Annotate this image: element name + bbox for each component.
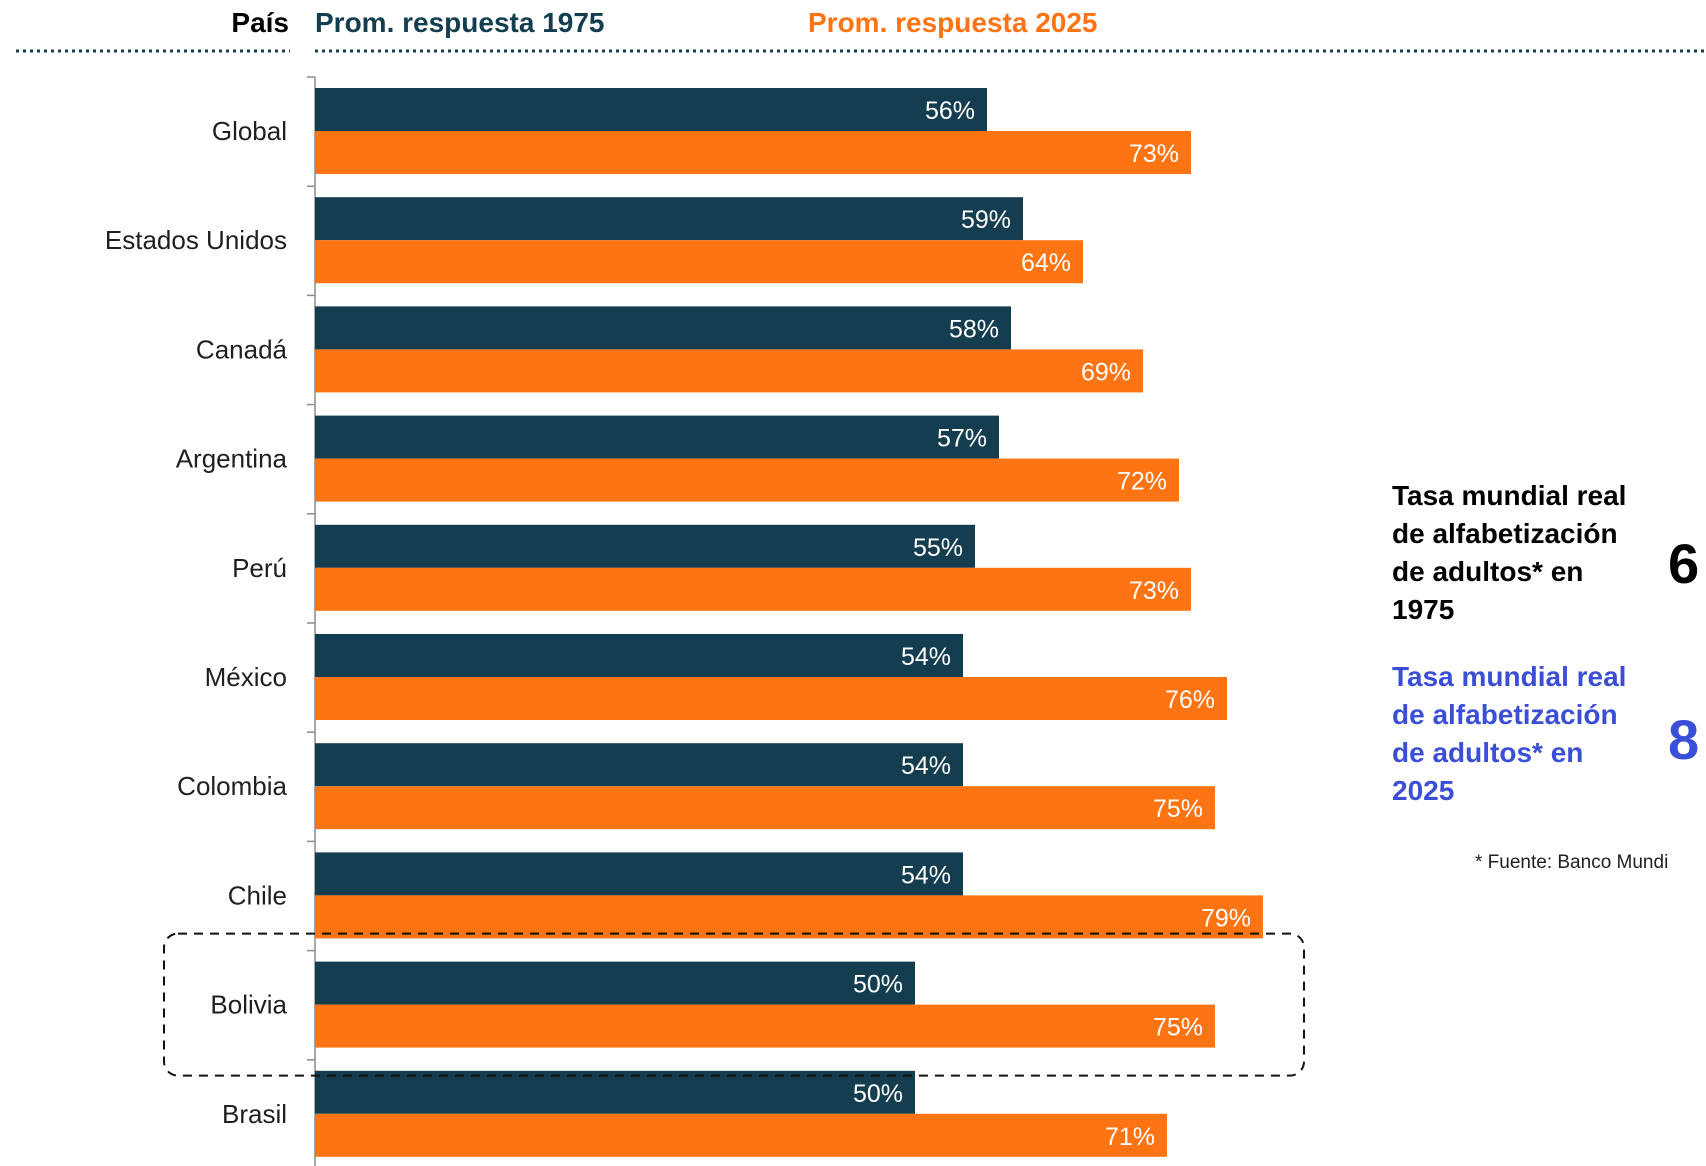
bar-2025-global [315,131,1191,174]
category-label-chile: Chile [228,880,287,910]
bar-value-label-1975-brasil: 50% [853,1080,903,1108]
bar-value-label-1975-colombia: 54% [901,752,951,780]
bar-value-label-2025-peru: 73% [1129,577,1179,605]
category-label-peru: Perú [232,553,287,583]
bar-1975-brasil [315,1070,915,1114]
bar-value-label-1975-chile: 54% [901,861,951,889]
legend-series-2025: Prom. respuesta 2025 [808,7,1098,38]
bar-value-label-1975-argentina: 57% [937,425,987,453]
country-column-header: País [231,7,289,38]
highlight-group [163,932,1305,1077]
highlight-box-bolivia [163,932,1305,1077]
bar-value-label-2025-mexico: 76% [1165,686,1215,714]
bar-1975-argentina [315,415,999,459]
category-label-brasil: Brasil [222,1099,287,1129]
source-footnote: * Fuente: Banco Mundi [1475,852,1669,873]
category-label-estados-unidos: Estados Unidos [105,225,287,255]
bar-1975-global [315,88,987,131]
category-label-colombia: Colombia [177,771,287,801]
bar-1975-mexico [315,634,963,677]
bar-value-label-1975-mexico: 54% [901,643,951,671]
literacy-rate-2025-label: Tasa mundial real de alfabetización de a… [1392,661,1627,806]
category-axis-ticks [307,76,315,1061]
bar-value-label-1975-estados-unidos: 59% [961,206,1011,234]
bar-value-label-2025-bolivia: 75% [1153,1014,1203,1042]
bar-value-label-2025-argentina: 72% [1117,468,1167,496]
category-label-global: Global [212,116,287,146]
bar-1975-chile [315,852,963,896]
category-labels: Global Estados Unidos Canadá Argentina Perú M… [105,116,288,1129]
category-label-mexico: México [205,662,287,692]
bar-1975-bolivia [315,961,915,1005]
bar-value-label-2025-canada: 69% [1081,358,1131,386]
literacy-rate-2025-value: 8 [1668,708,1700,771]
bar-value-label-1975-global: 56% [925,97,975,125]
bar-value-label-2025-brasil: 71% [1105,1123,1155,1151]
bar-series-group: 56% 73% 59% 64% 58% 69% 57% 72% 55% 73% 54% 76% 54% 7… [315,88,1263,1157]
bar-2025-bolivia [315,1004,1215,1048]
literacy-rate-1975-label: Tasa mundial real de alfabetización de a… [1392,480,1627,625]
bar-2025-chile [315,895,1263,939]
category-label-argentina: Argentina [176,444,288,474]
bar-1975-colombia [315,743,963,787]
bar-1975-estados-unidos [315,197,1023,241]
legend-series-1975: Prom. respuesta 1975 [315,7,605,38]
bar-value-label-1975-peru: 55% [913,534,963,562]
bar-value-label-1975-canada: 58% [949,315,999,343]
bar-value-label-2025-chile: 79% [1201,904,1251,932]
bar-2025-brasil [315,1113,1167,1157]
bar-2025-canada [315,349,1143,393]
bar-value-label-2025-estados-unidos: 64% [1021,249,1071,277]
bar-2025-peru [315,567,1191,611]
category-label-bolivia: Bolivia [210,990,287,1020]
bar-1975-peru [315,524,975,568]
literacy-rate-1975-value: 6 [1668,532,1700,595]
bar-2025-mexico [315,677,1227,720]
category-label-canada: Canadá [196,334,288,364]
bar-1975-canada [315,306,1011,350]
bar-2025-estados-unidos [315,240,1083,284]
bar-2025-argentina [315,458,1179,502]
bar-value-label-2025-colombia: 75% [1153,795,1203,823]
bar-2025-colombia [315,786,1215,830]
bar-value-label-2025-global: 73% [1129,140,1179,168]
bar-value-label-1975-bolivia: 50% [853,971,903,999]
